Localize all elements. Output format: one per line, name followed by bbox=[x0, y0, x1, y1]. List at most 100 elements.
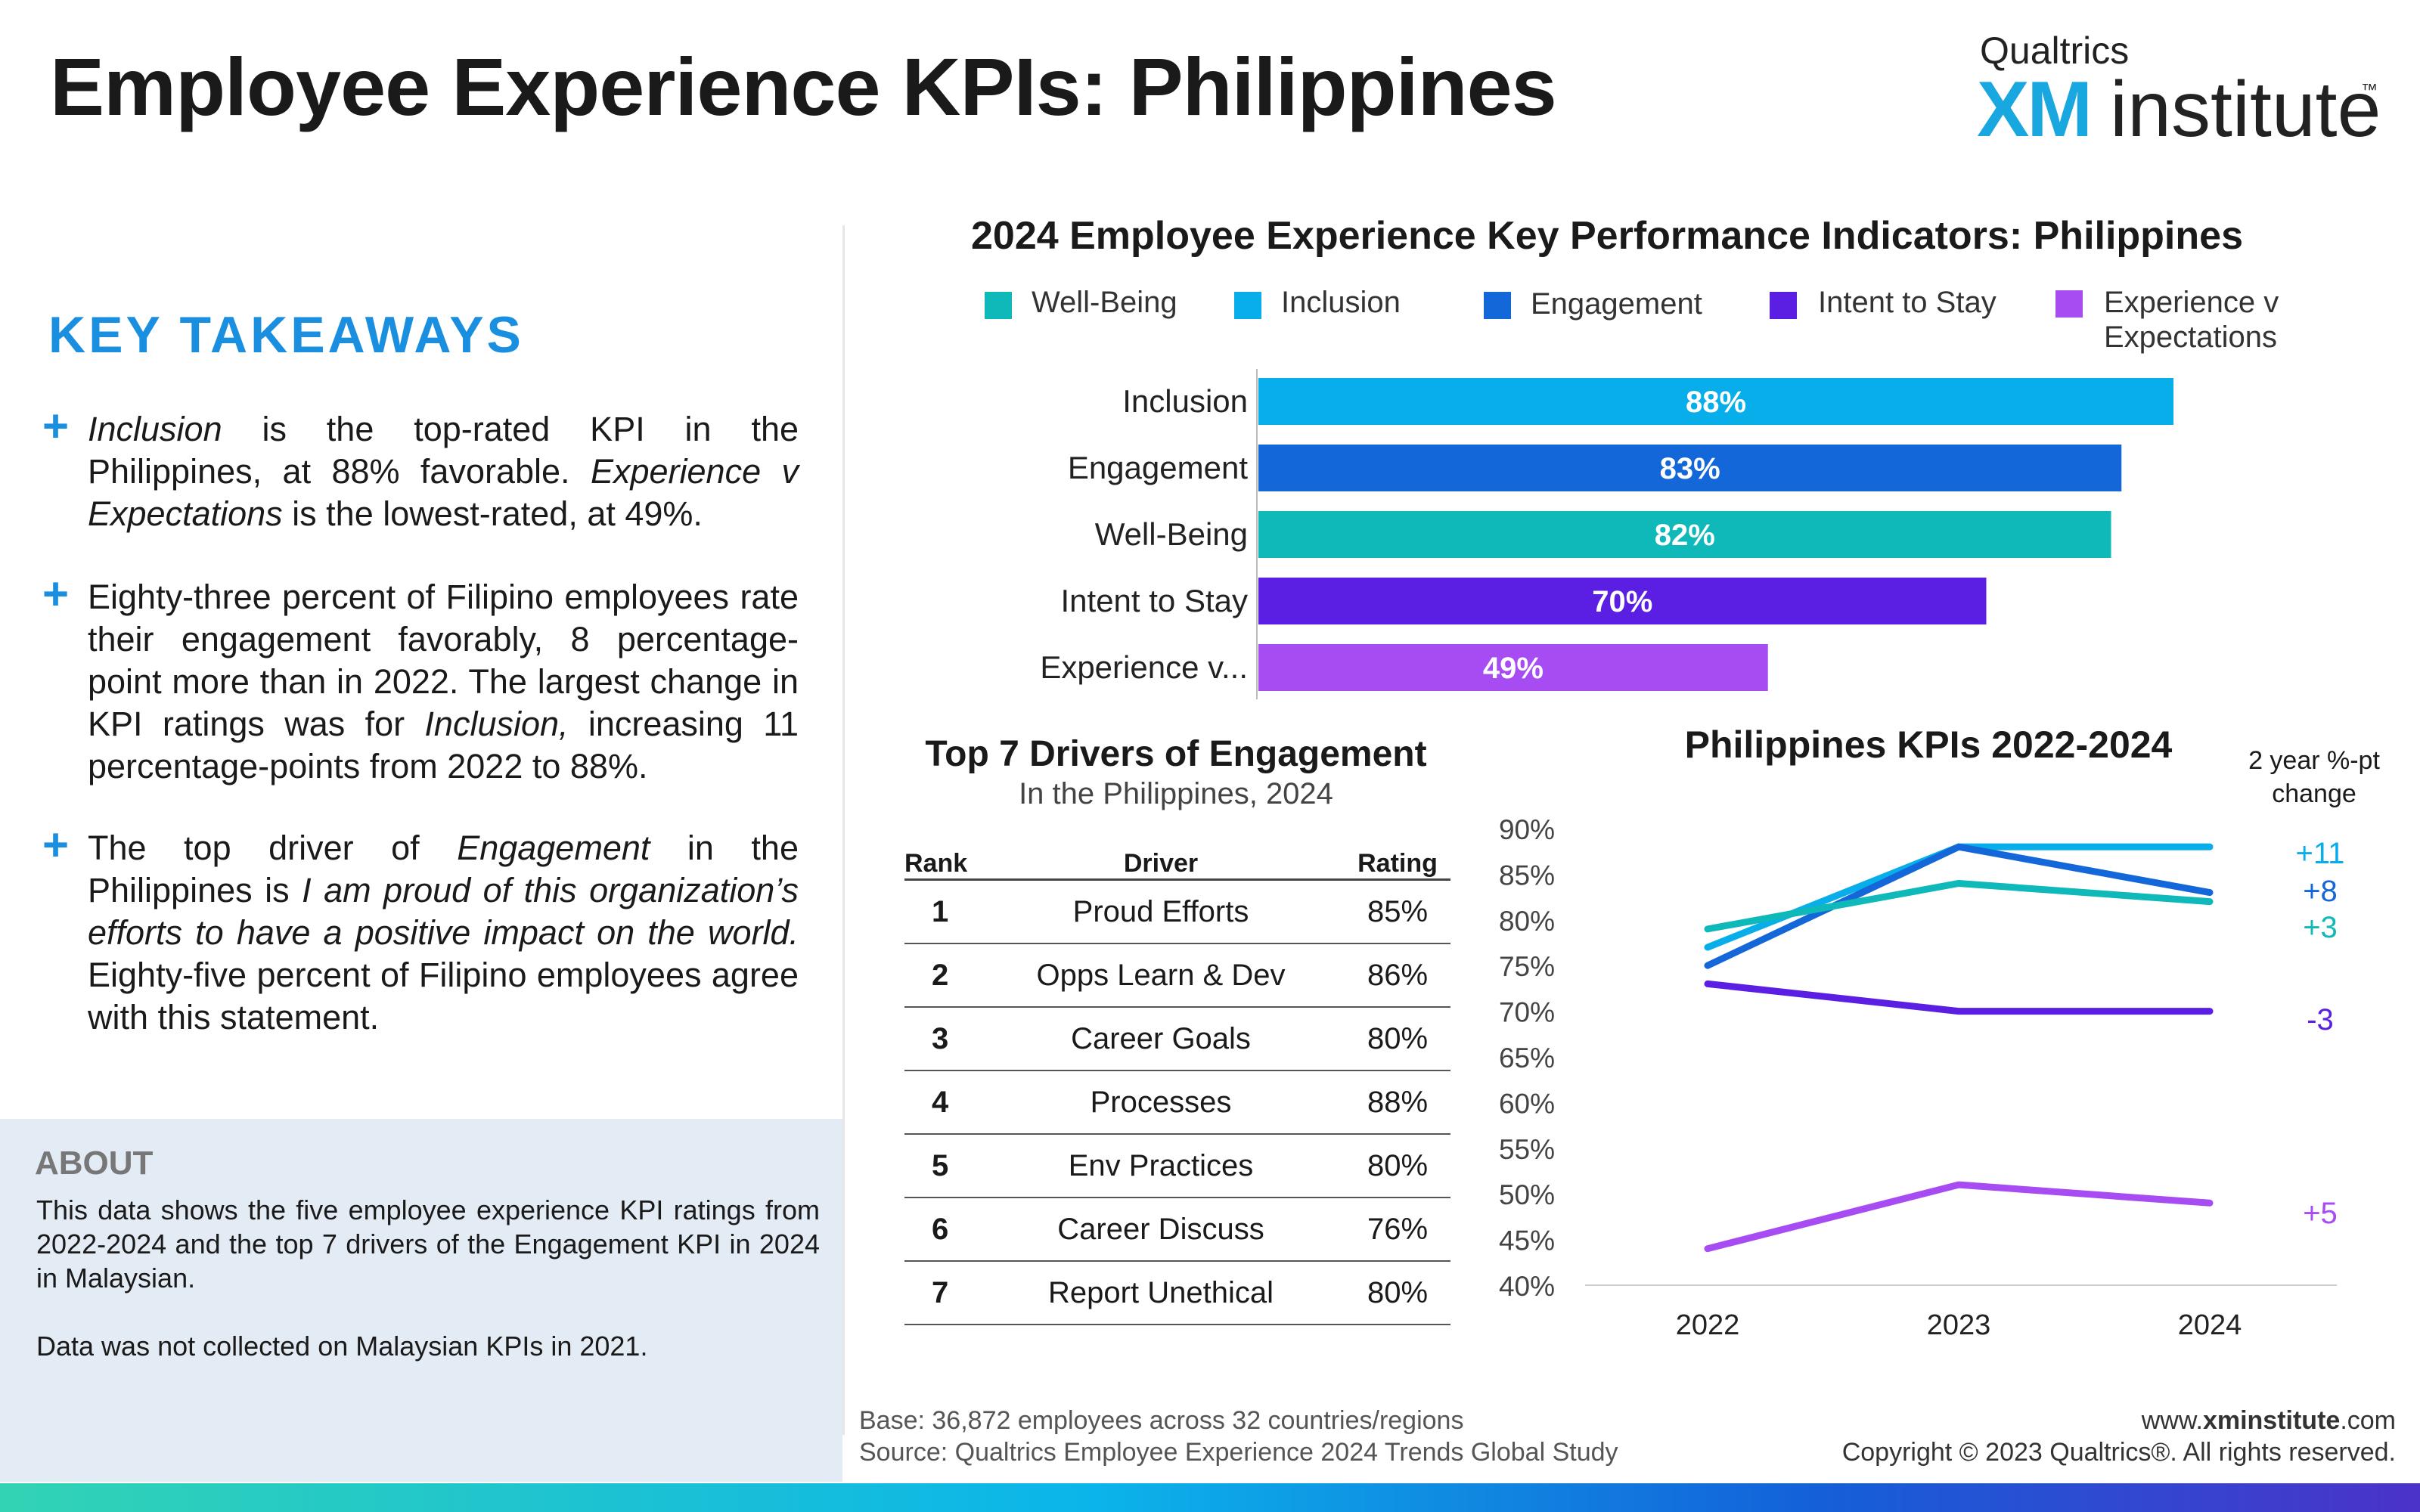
series-line-4 bbox=[1704, 980, 2214, 1015]
change-label: +8 bbox=[2303, 875, 2338, 908]
kpi-bar-chart: Inclusion 88% Engagement 83% Well-Being 82% In… bbox=[1040, 369, 2173, 699]
series-line-2 bbox=[1704, 843, 2214, 969]
driver-cell: Env Practices bbox=[977, 1134, 1345, 1198]
rating-cell: 76% bbox=[1345, 1198, 1450, 1262]
plus-icon: + bbox=[42, 569, 70, 619]
y-tick-label: 45% bbox=[1499, 1225, 1555, 1256]
table-row: 6 Career Discuss 76% bbox=[904, 1198, 1450, 1262]
rank-cell: 2 bbox=[904, 943, 977, 1008]
about-title: ABOUT bbox=[35, 1145, 154, 1182]
column-divider bbox=[842, 225, 845, 1435]
source-note: Source: Qualtrics Employee Experience 20… bbox=[859, 1438, 1618, 1467]
y-tick-label: 60% bbox=[1499, 1088, 1555, 1119]
change-column-header: 2 year %-pt change bbox=[2223, 744, 2405, 810]
legend-swatch-well-being bbox=[985, 292, 1012, 319]
legend-label-engagement: Engagement bbox=[1531, 287, 1702, 321]
rating-cell: 80% bbox=[1345, 1261, 1450, 1325]
base-note: Base: 36,872 employees across 32 countri… bbox=[859, 1406, 1464, 1435]
series-line-5 bbox=[1704, 1181, 2214, 1253]
key-takeaways-title: KEY TAKEAWAYS bbox=[48, 306, 524, 364]
rank-cell: 6 bbox=[904, 1198, 977, 1262]
y-tick-label: 65% bbox=[1499, 1043, 1555, 1074]
y-tick-label: 75% bbox=[1499, 951, 1555, 982]
change-label: -3 bbox=[2307, 1003, 2334, 1036]
legend-swatch-inclusion bbox=[1234, 292, 1261, 319]
rating-cell: 80% bbox=[1345, 1134, 1450, 1198]
bar-value-label: 70% bbox=[1592, 585, 1652, 618]
website-link[interactable]: www.xminstitute.com bbox=[2141, 1406, 2396, 1435]
change-label: +11 bbox=[2296, 837, 2345, 870]
y-tick-label: 40% bbox=[1499, 1271, 1555, 1302]
x-tick-label: 2024 bbox=[2178, 1309, 2242, 1341]
driver-cell: Proud Efforts bbox=[977, 879, 1345, 944]
y-tick-label: 50% bbox=[1499, 1179, 1555, 1210]
rank-cell: 3 bbox=[904, 1007, 977, 1071]
driver-cell: Report Unethical bbox=[977, 1261, 1345, 1325]
rating-cell: 86% bbox=[1345, 943, 1450, 1008]
plus-icon: + bbox=[42, 401, 70, 451]
table-row: 4 Processes 88% bbox=[904, 1070, 1450, 1135]
table-header-row: Rank Driver Rating bbox=[904, 844, 1450, 881]
bar-2 bbox=[1258, 445, 2122, 491]
table-row: 1 Proud Efforts 85% bbox=[904, 879, 1450, 944]
column-header-driver: Driver bbox=[977, 844, 1345, 881]
legend-label-intent-to-stay: Intent to Stay bbox=[1818, 286, 1996, 319]
drivers-table-title: Top 7 Drivers of Engagement bbox=[925, 734, 1427, 774]
kpi-line-chart: 90% 85% 80% 75% 70% 65% 60% 55% 50% 45% 40% 2022 202… bbox=[1499, 814, 2345, 1341]
y-tick-label: 70% bbox=[1499, 997, 1555, 1028]
about-note: Data was not collected on Malaysian KPIs… bbox=[36, 1331, 648, 1362]
legend-swatch-experience-v-expectations bbox=[2055, 290, 2083, 318]
about-text: This data shows the five employee experi… bbox=[36, 1194, 820, 1294]
takeaway-3: The top driver of Engagement in the Phil… bbox=[88, 829, 799, 1036]
page-title: Employee Experience KPIs: Philippines bbox=[50, 41, 1557, 132]
bar-value-label: 49% bbox=[1483, 652, 1544, 685]
y-tick-label: 55% bbox=[1499, 1134, 1555, 1165]
logo-institute-text: institute bbox=[2110, 66, 2381, 153]
series-line-3 bbox=[1704, 879, 2214, 933]
bar-category-label: Inclusion bbox=[1122, 383, 1248, 419]
legend-swatch-intent-to-stay bbox=[1770, 292, 1797, 319]
change-header-line-2: change bbox=[2272, 779, 2356, 808]
bar-category-label: Well-Being bbox=[1095, 516, 1248, 552]
bar-4 bbox=[1258, 578, 1987, 624]
y-tick-label: 90% bbox=[1499, 814, 1555, 845]
rank-cell: 4 bbox=[904, 1070, 977, 1135]
brand-gradient-bar bbox=[0, 1483, 2420, 1512]
legend-label-inclusion: Inclusion bbox=[1281, 286, 1401, 319]
drivers-table-subtitle: In the Philippines, 2024 bbox=[1019, 777, 1333, 810]
change-label: +5 bbox=[2303, 1197, 2338, 1230]
rank-cell: 7 bbox=[904, 1261, 977, 1325]
change-header-line-1: 2 year %-pt bbox=[2248, 746, 2380, 775]
change-label: +3 bbox=[2303, 911, 2338, 944]
logo-xm-text: XM bbox=[1977, 66, 2093, 153]
legend-label-experience-v-expectations-2: Expectations bbox=[2104, 321, 2278, 354]
y-tick-label: 80% bbox=[1499, 906, 1555, 937]
line-chart-title: Philippines KPIs 2022-2024 bbox=[1684, 723, 2173, 766]
bar-category-label: Engagement bbox=[1068, 450, 1249, 485]
table-row: 5 Env Practices 80% bbox=[904, 1134, 1450, 1198]
driver-cell: Processes bbox=[977, 1070, 1345, 1135]
rank-cell: 1 bbox=[904, 879, 977, 944]
bar-5 bbox=[1258, 644, 1768, 691]
rating-cell: 85% bbox=[1345, 879, 1450, 944]
bar-value-label: 82% bbox=[1655, 519, 1715, 552]
rating-cell: 80% bbox=[1345, 1007, 1450, 1071]
copyright-text: Copyright © 2023 Qualtrics®. All rights … bbox=[1841, 1438, 2396, 1467]
rating-cell: 88% bbox=[1345, 1070, 1450, 1135]
driver-cell: Career Goals bbox=[977, 1007, 1345, 1071]
bar-value-label: 88% bbox=[1686, 386, 1746, 419]
legend-label-well-being: Well-Being bbox=[1032, 286, 1177, 319]
table-row: 2 Opps Learn & Dev 86% bbox=[904, 943, 1450, 1008]
bar-chart-title: 2024 Employee Experience Key Performance… bbox=[970, 214, 2243, 258]
bar-category-label: Experience v... bbox=[1040, 649, 1248, 685]
x-tick-label: 2023 bbox=[1927, 1309, 1991, 1341]
driver-cell: Opps Learn & Dev bbox=[977, 943, 1345, 1008]
rank-cell: 5 bbox=[904, 1134, 977, 1198]
legend-label-experience-v-expectations: Experience v bbox=[2104, 286, 2279, 319]
bar-3 bbox=[1258, 511, 2111, 558]
drivers-table: Rank Driver Rating 1 Proud Efforts 85% 2 Op… bbox=[904, 844, 1450, 1325]
driver-cell: Career Discuss bbox=[977, 1198, 1345, 1262]
column-header-rating: Rating bbox=[1345, 844, 1450, 881]
bar-1 bbox=[1258, 378, 2173, 425]
table-row: 7 Report Unethical 80% bbox=[904, 1261, 1450, 1325]
